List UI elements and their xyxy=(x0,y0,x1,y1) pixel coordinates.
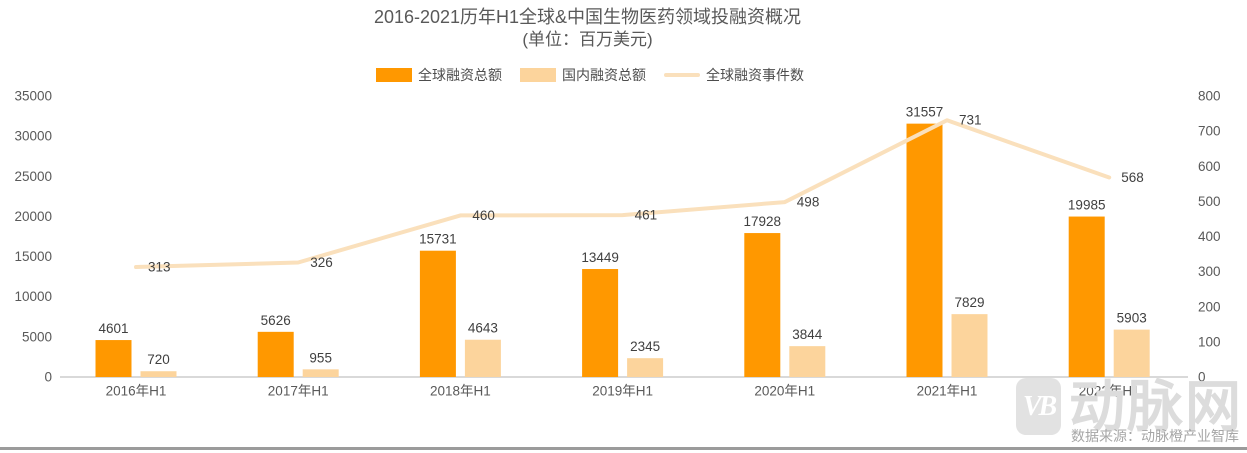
vb-logo-text: VB xyxy=(1022,390,1057,422)
left-axis-tick: 25000 xyxy=(14,169,52,184)
x-axis-category-label: 2019年H1 xyxy=(592,384,653,399)
legend-label: 全球融资总额 xyxy=(418,67,502,83)
legend-item-2[interactable]: 国内融资总额 xyxy=(520,65,646,85)
chart-title: 2016-2021历年H1全球&中国生物医药领域投融资概况 xyxy=(373,7,802,27)
bar-data-label: 3844 xyxy=(792,327,823,342)
bottom-divider xyxy=(0,447,1247,450)
bar-domestic-2022年H1[interactable] xyxy=(1113,329,1150,377)
bar-data-label: 4643 xyxy=(468,321,498,336)
watermark: VB 动脉网 xyxy=(1016,378,1243,436)
line-data-label: 461 xyxy=(635,208,658,223)
right-axis-tick: 0 xyxy=(1198,370,1206,385)
bar-data-label: 4601 xyxy=(98,321,128,336)
right-axis-tick: 500 xyxy=(1198,194,1221,209)
line-swatch-icon xyxy=(664,73,700,77)
bar-global-2021年H1[interactable] xyxy=(906,123,943,378)
bar-global-2018年H1[interactable] xyxy=(419,250,456,377)
x-axis-category-label: 2020年H1 xyxy=(754,384,815,399)
left-axis-tick: 30000 xyxy=(14,129,52,144)
left-axis-tick: 5000 xyxy=(22,329,52,344)
bar-data-label: 17928 xyxy=(744,214,782,229)
bar-domestic-2020年H1[interactable] xyxy=(789,346,826,377)
bar-domestic-2019年H1[interactable] xyxy=(627,358,664,377)
chart-subtitle: (单位：百万美元) xyxy=(522,30,653,49)
line-data-label: 460 xyxy=(472,208,495,223)
right-axis-tick: 200 xyxy=(1198,299,1221,314)
line-data-label: 313 xyxy=(148,260,171,275)
line-data-label: 731 xyxy=(959,113,982,128)
legend-item-1[interactable]: 全球融资总额 xyxy=(376,65,502,85)
data-source-note: 数据来源：动脉橙产业智库 xyxy=(1071,428,1239,444)
x-axis-category-label: 2016年H1 xyxy=(106,384,167,399)
title-block: 2016-2021历年H1全球&中国生物医药领域投融资概况 (单位：百万美元) xyxy=(0,6,1175,51)
line-data-label: 568 xyxy=(1121,170,1144,185)
bar-global-2022年H1[interactable] xyxy=(1068,216,1105,377)
bar-data-label: 5626 xyxy=(261,313,291,328)
legend: 全球融资总额 国内融资总额 全球融资事件数 xyxy=(0,65,1180,85)
bar-data-label: 720 xyxy=(147,352,170,367)
x-axis-category-label: 2021年H1 xyxy=(917,384,978,399)
bar-data-label: 13449 xyxy=(581,250,619,265)
bar-data-label: 7829 xyxy=(954,295,984,310)
bar-domestic-2017年H1[interactable] xyxy=(302,369,339,377)
right-axis-tick: 800 xyxy=(1198,89,1221,104)
right-axis-tick: 600 xyxy=(1198,159,1221,174)
line-data-label: 326 xyxy=(310,255,333,270)
x-axis-category-label: 2022年H1 xyxy=(1079,384,1140,399)
bar-data-label: 2345 xyxy=(630,339,660,354)
bar-data-label: 5903 xyxy=(1117,311,1147,326)
right-axis-tick: 100 xyxy=(1198,334,1221,349)
bar-domestic-2018年H1[interactable] xyxy=(464,339,501,377)
bar-data-label: 955 xyxy=(309,350,332,365)
events-line[interactable] xyxy=(134,118,1112,270)
bar-global-2020年H1[interactable] xyxy=(744,233,781,377)
left-axis-tick: 0 xyxy=(44,370,52,385)
bar-global-2016年H1[interactable] xyxy=(95,340,132,377)
bar-swatch-icon xyxy=(376,68,412,82)
x-axis-category-label: 2018年H1 xyxy=(430,384,491,399)
bar-global-2019年H1[interactable] xyxy=(582,269,619,377)
bar-domestic-2016年H1[interactable] xyxy=(140,371,177,377)
watermark-brand-text: 动脉网 xyxy=(1069,375,1243,438)
left-axis-tick: 35000 xyxy=(14,89,52,104)
legend-label: 全球融资事件数 xyxy=(706,67,804,83)
left-axis-tick: 10000 xyxy=(14,289,52,304)
bar-global-2017年H1[interactable] xyxy=(257,331,294,377)
bar-domestic-2021年H1[interactable] xyxy=(951,314,988,377)
bar-data-label: 19985 xyxy=(1068,198,1106,213)
bar-data-label: 31557 xyxy=(906,105,944,120)
bar-swatch-icon xyxy=(520,68,556,82)
x-axis-category-label: 2017年H1 xyxy=(268,384,329,399)
line-data-label: 498 xyxy=(797,195,820,210)
legend-label: 国内融资总额 xyxy=(562,67,646,83)
right-axis-tick: 400 xyxy=(1198,229,1221,244)
bar-data-label: 15731 xyxy=(419,232,457,247)
left-axis-tick: 20000 xyxy=(14,209,52,224)
right-axis-tick: 700 xyxy=(1198,124,1221,139)
legend-item-3[interactable]: 全球融资事件数 xyxy=(664,65,804,85)
left-axis-tick: 15000 xyxy=(14,249,52,264)
right-axis-tick: 300 xyxy=(1198,264,1221,279)
vb-logo-icon: VB xyxy=(1016,378,1061,435)
